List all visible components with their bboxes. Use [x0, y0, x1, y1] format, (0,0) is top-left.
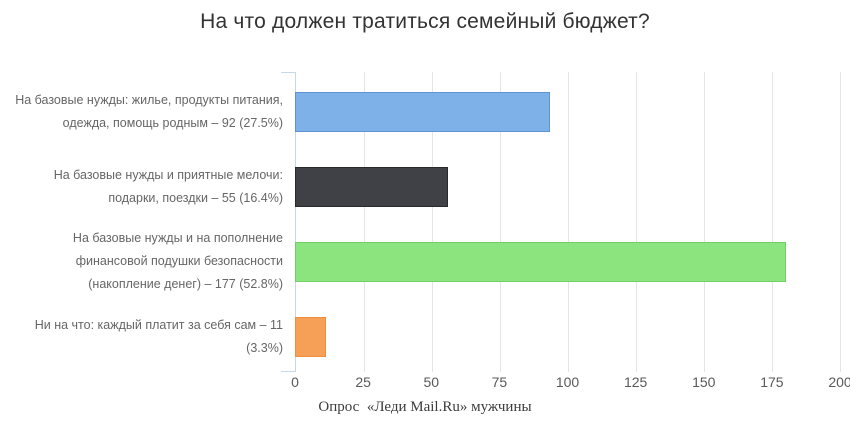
bar-row: На базовые нужды: жилье, продукты питани…: [0, 72, 850, 147]
x-axis-labels: 0 25 50 75 100 125 150 175 200: [291, 374, 850, 394]
bar: [295, 166, 448, 207]
x-tick-label: 175: [760, 374, 784, 390]
gridline: [364, 72, 365, 372]
bar-area: [295, 91, 850, 132]
y-axis-bottom-tick: [281, 371, 295, 372]
bar-row: На базовые нужды и на пополнение финансо…: [0, 222, 850, 297]
x-tick-label: 150: [692, 374, 716, 390]
category-label: На базовые нужды: жилье, продукты питани…: [15, 92, 283, 130]
gridline: [840, 72, 841, 372]
x-tick-label: 125: [623, 374, 648, 390]
x-tick-label: 50: [423, 374, 440, 390]
bar-row: На базовые нужды и приятные мелочи: пода…: [0, 147, 850, 222]
x-tick-label: 25: [355, 374, 371, 390]
category-label: На базовые нужды и на пополнение финансо…: [72, 231, 283, 291]
gridline: [500, 72, 501, 372]
x-tick-label: 200: [828, 374, 850, 390]
x-tick-label: 100: [555, 374, 580, 390]
x-tick-label: 75: [491, 374, 508, 390]
gridline: [432, 72, 433, 372]
chart-title: На что должен тратиться семейный бюджет?: [200, 10, 650, 33]
chart-caption: Опрос «Леди Mail.Ru» мужчины: [318, 399, 532, 415]
gridline: [568, 72, 569, 372]
y-axis-top-tick: [281, 72, 295, 73]
x-tick-label: 0: [291, 374, 299, 390]
bar-area: [295, 166, 850, 207]
gridline: [704, 72, 705, 372]
bar: [295, 241, 787, 282]
bar-area: [295, 316, 850, 357]
category-label: На базовые нужды и приятные мелочи: пода…: [53, 167, 283, 205]
gridline: [636, 72, 637, 372]
plot-area: [281, 72, 841, 372]
gridline: [772, 72, 773, 372]
category-label: Ни на что: каждый платит за себя сам – 1…: [34, 317, 283, 355]
bar-row: Ни на что: каждый платит за себя сам – 1…: [0, 297, 850, 372]
bar-rows: На базовые нужды: жилье, продукты питани…: [0, 72, 850, 372]
bar-area: [295, 241, 850, 282]
bar: [295, 91, 551, 132]
bar: [295, 316, 326, 357]
